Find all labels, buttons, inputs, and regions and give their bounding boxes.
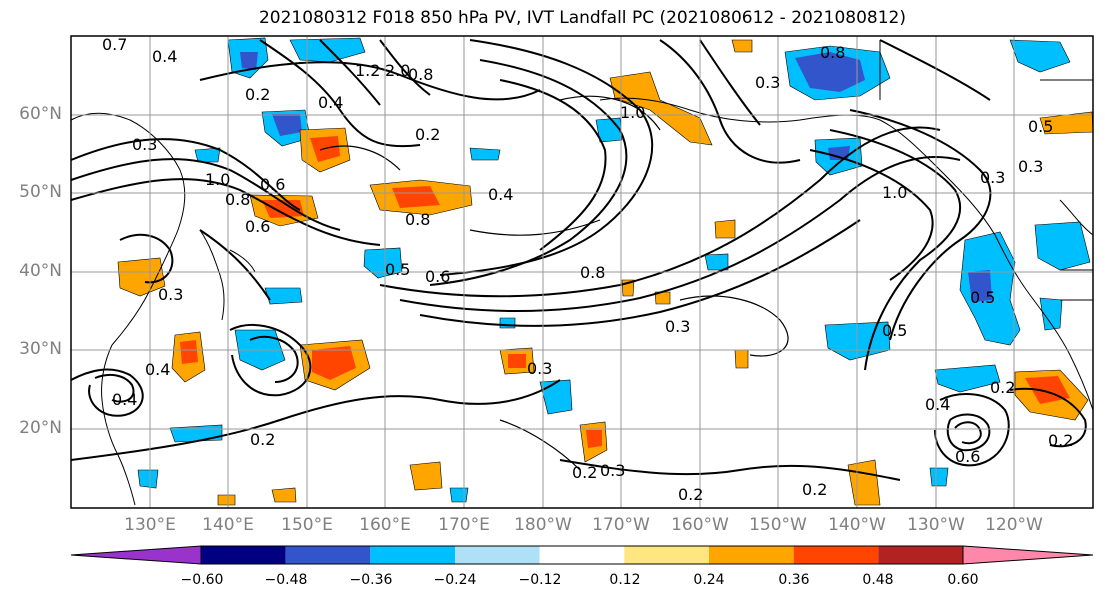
contour-label: 0.2	[572, 463, 597, 482]
contour-label: 0.3	[158, 285, 183, 304]
colorbar-tick-label: 0.36	[778, 572, 810, 588]
lat-label: 50°N	[19, 182, 62, 202]
contour-label: 0.7	[102, 35, 127, 54]
contour-label: 0.3	[132, 135, 157, 154]
pv-contours	[70, 39, 1087, 481]
contour-label: 0.8	[408, 65, 433, 84]
contour-label: 0.6	[425, 267, 450, 286]
coastlines	[70, 40, 1094, 506]
contour-label: 0.3	[1018, 157, 1043, 176]
lon-label: 170°E	[438, 515, 490, 535]
colorbar-tick-label: 0.12	[609, 572, 641, 588]
contour-label: 0.3	[600, 461, 625, 480]
contour-label: 0.2	[415, 125, 440, 144]
contour-label: 0.5	[385, 260, 410, 279]
contour-label: 0.4	[488, 185, 513, 204]
lon-label: 130°E	[124, 515, 176, 535]
contour-label: 0.2	[250, 430, 275, 449]
colorbar-frame	[200, 545, 964, 565]
contour-label: 0.8	[225, 190, 250, 209]
contour-labels: 0.7 0.4 1.2 2.0 0.8 0.2 0.4 0.3 0.6 0.8 …	[102, 35, 1073, 504]
colorbar-tick-label: −0.48	[264, 572, 308, 588]
contour-label: 0.4	[112, 390, 137, 409]
colorbar-extend-high	[962, 545, 1094, 565]
contour-label: 0.8	[405, 210, 430, 229]
contour-label: 0.2	[990, 378, 1015, 397]
lon-label: 150°W	[749, 515, 807, 535]
contour-label: 2.0	[385, 61, 410, 80]
lon-label: 140°E	[202, 515, 254, 535]
lat-label: 30°N	[19, 339, 62, 359]
lon-label: 150°E	[281, 515, 333, 535]
colorbar-swatch	[201, 546, 286, 564]
lat-label: 60°N	[19, 104, 62, 124]
contour-label: 0.2	[802, 480, 827, 499]
strong-negative-shading	[240, 52, 992, 302]
colorbar-swatch	[455, 546, 540, 564]
contour-label: 1.0	[620, 103, 645, 122]
contour-label: 1.0	[205, 170, 230, 189]
lon-label: 120°W	[985, 515, 1043, 535]
colorbar-tick-label: 0.24	[693, 572, 725, 588]
contour-label: 0.8	[820, 43, 845, 62]
colorbar-swatch	[539, 546, 625, 564]
lon-label: 140°W	[828, 515, 886, 535]
contour-label: 0.2	[1048, 431, 1073, 450]
colorbar-tick-label: −0.60	[180, 572, 224, 588]
gridlines	[71, 36, 1093, 508]
colorbar-tick-label: −0.12	[518, 572, 562, 588]
contour-label: 0.6	[260, 175, 285, 194]
colorbar-tick-label: −0.36	[349, 572, 393, 588]
colorbar-swatch	[624, 546, 709, 564]
map-title: 2021080312 F018 850 hPa PV, IVT Landfall…	[258, 8, 906, 28]
lon-label: 130°W	[907, 515, 965, 535]
colorbar	[70, 545, 1094, 565]
colorbar-swatch	[370, 546, 455, 564]
lon-label: 160°E	[359, 515, 411, 535]
contour-label: 0.4	[152, 47, 177, 66]
lat-label: 40°N	[19, 261, 62, 281]
contour-label: 0.8	[580, 263, 605, 282]
colorbar-extend-low	[70, 545, 202, 565]
contour-label: 0.3	[755, 73, 780, 92]
colorbar-swatch	[878, 546, 963, 564]
contour-label: 0.3	[980, 168, 1005, 187]
lon-label: 160°W	[671, 515, 729, 535]
contour-label: 0.6	[955, 447, 980, 466]
colorbar-swatch	[285, 546, 371, 564]
colorbar-swatch	[709, 546, 794, 564]
contour-label: 0.2	[678, 485, 703, 504]
contour-label: 0.6	[245, 217, 270, 236]
colorbar-tick-label: 0.48	[862, 572, 894, 588]
colorbar-tick-label: −0.24	[433, 572, 477, 588]
contour-label: 0.3	[527, 359, 552, 378]
contour-label: 1.2	[355, 61, 380, 80]
contour-label: 0.4	[145, 360, 170, 379]
colorbar-tick-label: 0.60	[947, 572, 979, 588]
pv-contours-thin	[319, 95, 789, 471]
lat-label: 20°N	[19, 418, 62, 438]
lon-label: 180°W	[514, 515, 572, 535]
plot-frame	[70, 35, 1094, 509]
contour-label: 0.2	[245, 85, 270, 104]
contour-label: 0.3	[665, 317, 690, 336]
colorbar-swatch	[793, 546, 879, 564]
contour-label: 1.0	[882, 183, 907, 202]
contour-label: 0.5	[1028, 117, 1053, 136]
contour-label: 0.4	[925, 395, 950, 414]
contour-label: 0.5	[882, 321, 907, 340]
contour-label: 0.5	[970, 288, 995, 307]
strong-positive-shading	[180, 136, 1070, 448]
contour-label: 0.4	[318, 93, 343, 112]
lon-label: 170°W	[592, 515, 650, 535]
